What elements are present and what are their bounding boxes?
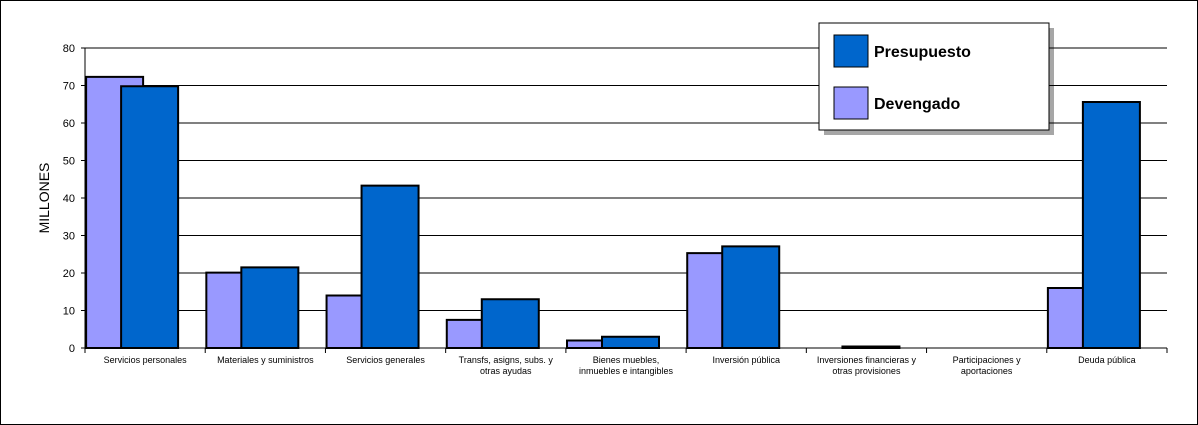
bar-presupuesto xyxy=(1081,101,1141,349)
y-tick-label: 50 xyxy=(63,156,75,168)
x-tick-label: Inversión pública xyxy=(712,355,780,365)
bar-presupuesto xyxy=(480,298,540,349)
bar-presupuesto xyxy=(240,266,300,349)
y-tick-label: 60 xyxy=(63,118,75,130)
legend-label-devengado: Devengado xyxy=(874,96,960,113)
legend-swatch-devengado xyxy=(833,86,869,120)
legend: Presupuesto Devengado xyxy=(818,22,1054,135)
x-tick-label: Deuda pública xyxy=(1078,355,1136,365)
axes xyxy=(84,48,1168,353)
bar-presupuesto xyxy=(601,335,660,349)
legend-label-presupuesto: Presupuesto xyxy=(874,44,971,61)
y-tick-labels: 0 10 20 30 40 50 60 70 80 xyxy=(63,43,75,355)
y-tick-label: 40 xyxy=(63,193,75,205)
x-tick-labels: Servicios personales Materiales y suminis… xyxy=(104,355,1136,376)
y-axis-label: MILLONES xyxy=(36,163,52,234)
x-tick-label: Participaciones y aportaciones xyxy=(953,355,1022,376)
bar-presupuesto xyxy=(360,184,420,349)
y-tick-label: 80 xyxy=(63,43,75,55)
x-tick-label: Materiales y suministros xyxy=(217,355,314,365)
bar-presupuesto xyxy=(721,245,781,349)
x-tick-label: Servicios personales xyxy=(104,355,188,365)
y-tick-label: 0 xyxy=(69,343,75,355)
bar-presupuesto xyxy=(120,85,180,349)
legend-swatch-presupuesto xyxy=(833,34,869,68)
x-tick-label: Inversiones financieras y otras provision… xyxy=(817,355,917,376)
x-tick-label: Servicios generales xyxy=(346,355,425,365)
y-tick-label: 30 xyxy=(63,231,75,243)
x-tick-label: Bienes muebles, inmuebles e intangibles xyxy=(579,355,674,376)
bars xyxy=(85,75,1141,349)
y-tick-label: 20 xyxy=(63,268,75,280)
y-tick-label: 70 xyxy=(63,81,75,93)
x-tick-label: Transfs, asigns, subs. y otras ayudas xyxy=(459,355,554,376)
y-tick-label: 10 xyxy=(63,306,75,318)
